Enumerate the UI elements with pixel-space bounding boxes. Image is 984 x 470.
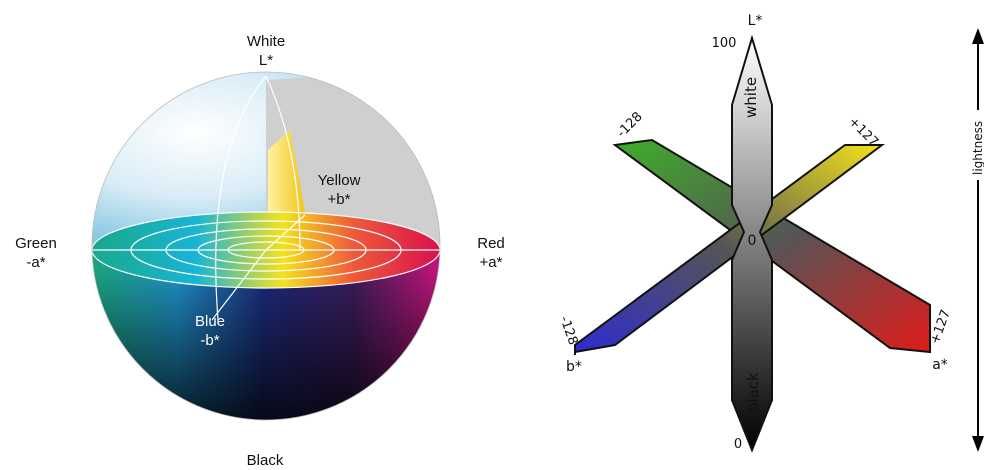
b-axis-arm <box>574 144 886 355</box>
tick-l-max: 100 <box>711 36 737 51</box>
label-black: Black <box>246 452 284 469</box>
tick-a-positive: +127 <box>928 308 954 347</box>
axis-label-lightness: lightness <box>971 121 984 175</box>
label-white: White <box>246 33 286 50</box>
label-plus-b: +b* <box>327 191 351 208</box>
tick-b-negative: -128 <box>614 109 645 140</box>
label-a-star: a* <box>932 357 948 373</box>
l-axis-bar <box>731 34 773 453</box>
label-minus-a: -a* <box>26 254 46 271</box>
lightness-arrow <box>968 28 984 452</box>
a-axis-arm <box>612 138 931 354</box>
label-l-star: L* <box>747 13 763 29</box>
label-minus-b: -b* <box>200 332 220 349</box>
label-l-axis: L* <box>258 52 274 69</box>
label-yellow: Yellow <box>317 172 361 189</box>
tick-l-min: 0 <box>733 437 743 452</box>
label-b-star: b* <box>566 359 582 375</box>
tick-origin: 0 <box>747 233 757 249</box>
axis-label-black: black <box>744 372 762 412</box>
label-red: Red <box>477 235 505 252</box>
tick-a-negative: -128 <box>556 314 580 347</box>
axis-label-white: white <box>742 77 760 118</box>
label-green: Green <box>15 235 57 252</box>
label-plus-a: +a* <box>479 254 503 271</box>
label-blue: Blue <box>194 313 226 330</box>
